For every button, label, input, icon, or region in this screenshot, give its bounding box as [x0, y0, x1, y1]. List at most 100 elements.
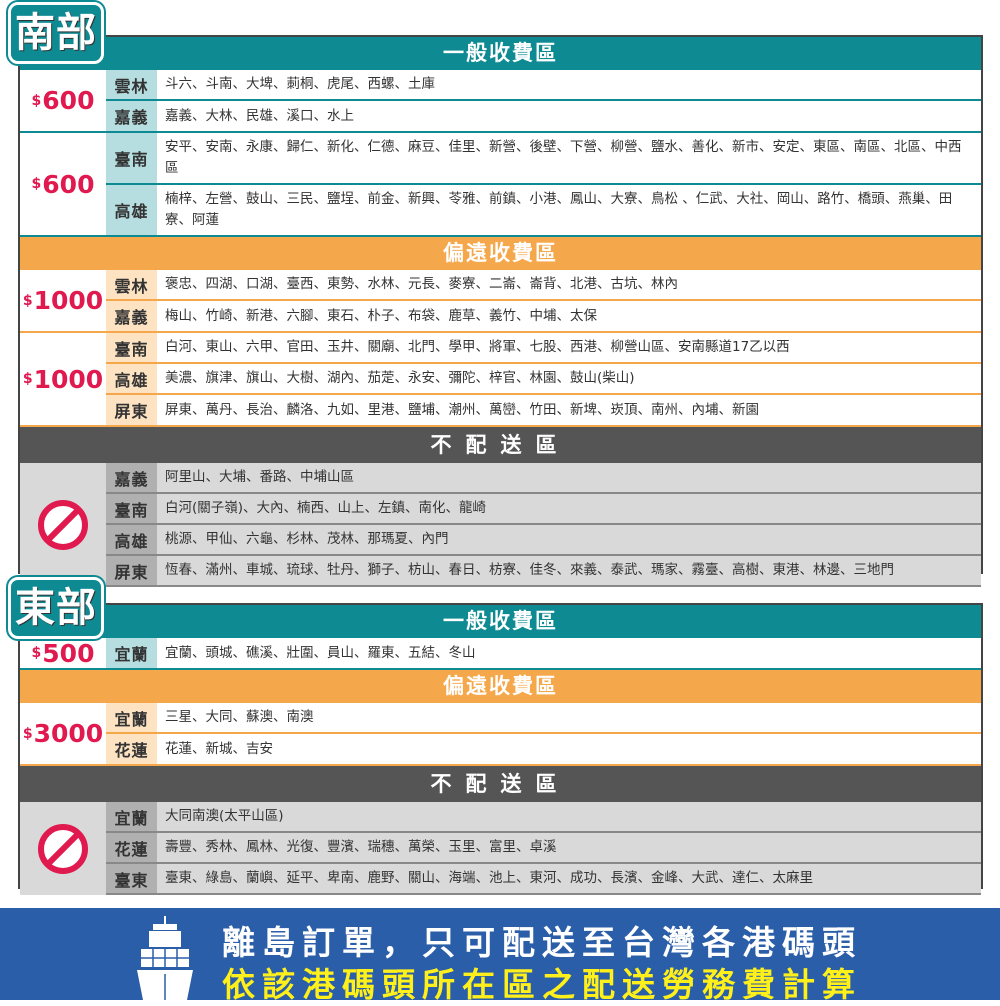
town-list: 美濃、旗津、旗山、大樹、湖內、茄萣、永安、彌陀、梓官、林園、鼓山(柴山) — [165, 370, 635, 386]
region-name: 宜蘭 — [106, 638, 157, 668]
region-row: 嘉義 阿里山、大埔、番路、中埔山區 — [106, 463, 981, 494]
town-list: 桃源、甲仙、六龜、杉林、茂林、那瑪夏、內門 — [165, 531, 449, 547]
outlying-islands-banner: 離島訂單，只可配送至台灣各港碼頭 依該港碼頭所在區之配送勞務費計算 — [0, 908, 1000, 1004]
region-name: 嘉義 — [106, 463, 157, 492]
fee-group: 宜蘭 大同南澳(太平山區) 花蓮 壽豐、秀林、鳳林、光復、豐濱、瑞穗、萬榮、玉里、富里… — [20, 802, 981, 895]
region-row: 宜蘭 宜蘭、頭城、礁溪、壯圍、員山、羅東、五結、冬山 — [106, 638, 981, 668]
region-row: 高雄 楠梓、左營、鼓山、三民、鹽埕、前金、新興、苓雅、前鎮、小港、鳳山、大寮、鳥松… — [106, 185, 981, 235]
town-list: 阿里山、大埔、番路、中埔山區 — [165, 469, 354, 485]
town-list: 花蓮、新城、吉安 — [165, 740, 273, 757]
price-cell: $600 — [20, 133, 106, 235]
region-row: 屏東 恆春、滿州、車城、琉球、牡丹、獅子、枋山、春日、枋寮、佳冬、來義、泰武、瑪家… — [106, 556, 981, 587]
east-section: 一般收費區 $500 宜蘭 宜蘭、頭城、礁溪、壯圍、員山、羅東、五結、冬山 偏遠收費區 $… — [18, 603, 983, 895]
region-rows: 雲林 褒忠、四湖、口湖、臺西、東勢、水林、元長、麥寮、二崙、崙背、北港、古坑、林內… — [106, 270, 981, 331]
price-value: 600 — [42, 86, 95, 115]
region-row: 臺東 臺東、綠島、蘭嶼、延平、卑南、鹿野、關山、海端、池上、東河、成功、長濱、金峰… — [106, 864, 981, 895]
region-rows: 臺南 白河、東山、六甲、官田、玉井、關廟、北門、學甲、將軍、七股、西港、柳營山區、… — [106, 333, 981, 425]
price-cell: $500 — [20, 638, 106, 668]
town-list: 壽豐、秀林、鳳林、光復、豐濱、瑞穗、萬榮、玉里、富里、卓溪 — [165, 839, 557, 855]
price-cell — [20, 802, 106, 895]
currency-symbol: $ — [31, 176, 42, 192]
region-name: 臺南 — [106, 133, 157, 183]
town-list: 梅山、竹崎、新港、六腳、東石、朴子、布袋、鹿草、義竹、中埔、太保 — [165, 307, 597, 324]
remote-zone-header: 偏遠收費區 — [20, 237, 981, 270]
fee-group: $1000 雲林 褒忠、四湖、口湖、臺西、東勢、水林、元長、麥寮、二崙、崙背、北港、… — [20, 270, 981, 333]
region-rows: 雲林 斗六、斗南、大埤、莿桐、虎尾、西螺、土庫 嘉義 嘉義、大林、民雄、溪口、水上 — [106, 70, 981, 131]
fee-group: $600 臺南 安平、安南、永康、歸仁、新化、仁德、麻豆、佳里、新營、後壁、下營、柳… — [20, 133, 981, 237]
region-name: 雲林 — [106, 70, 157, 99]
region-row: 宜蘭 大同南澳(太平山區) — [106, 802, 981, 833]
price-value: 600 — [42, 169, 95, 199]
region-name: 臺南 — [106, 333, 157, 362]
region-row: 屏東 屏東、萬丹、長治、麟洛、九如、里港、鹽埔、潮州、萬巒、竹田、新埤、崁頂、南州… — [106, 395, 981, 425]
town-list: 大同南澳(太平山區) — [165, 808, 284, 824]
section-badge-south: 南部 — [8, 2, 104, 64]
region-rows: 宜蘭 三星、大同、蘇澳、南澳 花蓮 花蓮、新城、吉安 — [106, 703, 981, 764]
price-cell: $600 — [20, 70, 106, 131]
town-list: 斗六、斗南、大埤、莿桐、虎尾、西螺、土庫 — [165, 76, 435, 92]
region-name: 花蓮 — [106, 734, 157, 764]
fee-group: 嘉義 阿里山、大埔、番路、中埔山區 臺南 白河(關子嶺)、大內、楠西、山上、左鎮、南化… — [20, 463, 981, 587]
region-name: 宜蘭 — [106, 703, 157, 732]
region-row: 高雄 桃源、甲仙、六龜、杉林、茂林、那瑪夏、內門 — [106, 525, 981, 556]
region-row: 嘉義 嘉義、大林、民雄、溪口、水上 — [106, 101, 981, 131]
fee-group: $1000 臺南 白河、東山、六甲、官田、玉井、關廟、北門、學甲、將軍、七股、西港、… — [20, 333, 981, 427]
region-row: 高雄 美濃、旗津、旗山、大樹、湖內、茄萣、永安、彌陀、梓官、林園、鼓山(柴山) — [106, 364, 981, 395]
region-row: 臺南 安平、安南、永康、歸仁、新化、仁德、麻豆、佳里、新營、後壁、下營、柳營、鹽水… — [106, 133, 981, 185]
region-name: 嘉義 — [106, 101, 157, 131]
currency-symbol: $ — [22, 292, 33, 309]
town-list: 宜蘭、頭城、礁溪、壯圍、員山、羅東、五結、冬山 — [165, 644, 476, 661]
general-zone-header: 一般收費區 — [20, 605, 981, 638]
general-zone-header: 一般收費區 — [20, 37, 981, 70]
region-name: 屏東 — [106, 395, 157, 425]
town-list: 臺東、綠島、蘭嶼、延平、卑南、鹿野、關山、海端、池上、東河、成功、長濱、金峰、大… — [165, 870, 813, 886]
region-row: 宜蘭 三星、大同、蘇澳、南澳 — [106, 703, 981, 734]
region-name: 高雄 — [106, 364, 157, 393]
region-name: 臺東 — [106, 864, 157, 893]
region-row: 雲林 斗六、斗南、大埤、莿桐、虎尾、西螺、土庫 — [106, 70, 981, 101]
region-row: 臺南 白河、東山、六甲、官田、玉井、關廟、北門、學甲、將軍、七股、西港、柳營山區、… — [106, 333, 981, 364]
region-name: 臺南 — [106, 494, 157, 523]
currency-symbol: $ — [22, 725, 33, 742]
region-row: 花蓮 花蓮、新城、吉安 — [106, 734, 981, 764]
banner-line-2: 依該港碼頭所在區之配送勞務費計算 — [222, 965, 862, 1004]
currency-symbol: $ — [22, 371, 33, 387]
region-rows: 嘉義 阿里山、大埔、番路、中埔山區 臺南 白河(關子嶺)、大內、楠西、山上、左鎮、南化… — [106, 463, 981, 587]
south-section: 一般收費區 $600 雲林 斗六、斗南、大埤、莿桐、虎尾、西螺、土庫 嘉義 嘉義、大林、民… — [18, 35, 983, 587]
region-name: 雲林 — [106, 270, 157, 299]
town-list: 恆春、滿州、車城、琉球、牡丹、獅子、枋山、春日、枋寮、佳冬、來義、泰武、瑪家、霧… — [165, 562, 894, 578]
none-zone-header: 不配送區 — [20, 427, 981, 463]
region-name: 宜蘭 — [106, 802, 157, 831]
prohibited-icon — [38, 500, 88, 550]
price-cell: $3000 — [20, 703, 106, 764]
section-badge-east: 東部 — [8, 577, 104, 639]
region-row: 臺南 白河(關子嶺)、大內、楠西、山上、左鎮、南化、龍崎 — [106, 494, 981, 525]
region-rows: 臺南 安平、安南、永康、歸仁、新化、仁德、麻豆、佳里、新營、後壁、下營、柳營、鹽水… — [106, 133, 981, 235]
banner-line-1: 離島訂單，只可配送至台灣各港碼頭 — [222, 923, 862, 962]
remote-zone-header: 偏遠收費區 — [20, 670, 981, 703]
fee-group: $600 雲林 斗六、斗南、大埤、莿桐、虎尾、西螺、土庫 嘉義 嘉義、大林、民雄、溪口、… — [20, 70, 981, 133]
region-name: 嘉義 — [106, 301, 157, 331]
region-name: 花蓮 — [106, 833, 157, 862]
region-name: 高雄 — [106, 185, 157, 235]
price-value: 3000 — [33, 719, 104, 748]
town-list: 楠梓、左營、鼓山、三民、鹽埕、前金、新興、苓雅、前鎮、小港、鳳山、大寮、鳥松 、… — [165, 191, 953, 228]
region-name: 屏東 — [106, 556, 157, 585]
price-cell: $1000 — [20, 270, 106, 331]
price-value: 1000 — [33, 364, 104, 394]
prohibited-icon — [38, 823, 88, 874]
region-row: 花蓮 壽豐、秀林、鳳林、光復、豐濱、瑞穗、萬榮、玉里、富里、卓溪 — [106, 833, 981, 864]
region-row: 雲林 褒忠、四湖、口湖、臺西、東勢、水林、元長、麥寮、二崙、崙背、北港、古坑、林內 — [106, 270, 981, 301]
town-list: 褒忠、四湖、口湖、臺西、東勢、水林、元長、麥寮、二崙、崙背、北港、古坑、林內 — [165, 276, 678, 292]
fee-group: $3000 宜蘭 三星、大同、蘇澳、南澳 花蓮 花蓮、新城、吉安 — [20, 703, 981, 766]
fee-group: $500 宜蘭 宜蘭、頭城、礁溪、壯圍、員山、羅東、五結、冬山 — [20, 638, 981, 670]
town-list: 嘉義、大林、民雄、溪口、水上 — [165, 107, 354, 124]
none-zone-header: 不配送區 — [20, 766, 981, 802]
price-cell: $1000 — [20, 333, 106, 425]
region-row: 嘉義 梅山、竹崎、新港、六腳、東石、朴子、布袋、鹿草、義竹、中埔、太保 — [106, 301, 981, 331]
region-rows: 宜蘭 大同南澳(太平山區) 花蓮 壽豐、秀林、鳳林、光復、豐濱、瑞穗、萬榮、玉里、富里… — [106, 802, 981, 895]
currency-symbol: $ — [31, 645, 42, 661]
price-value: 500 — [42, 638, 95, 668]
region-name: 高雄 — [106, 525, 157, 554]
price-cell — [20, 463, 106, 587]
